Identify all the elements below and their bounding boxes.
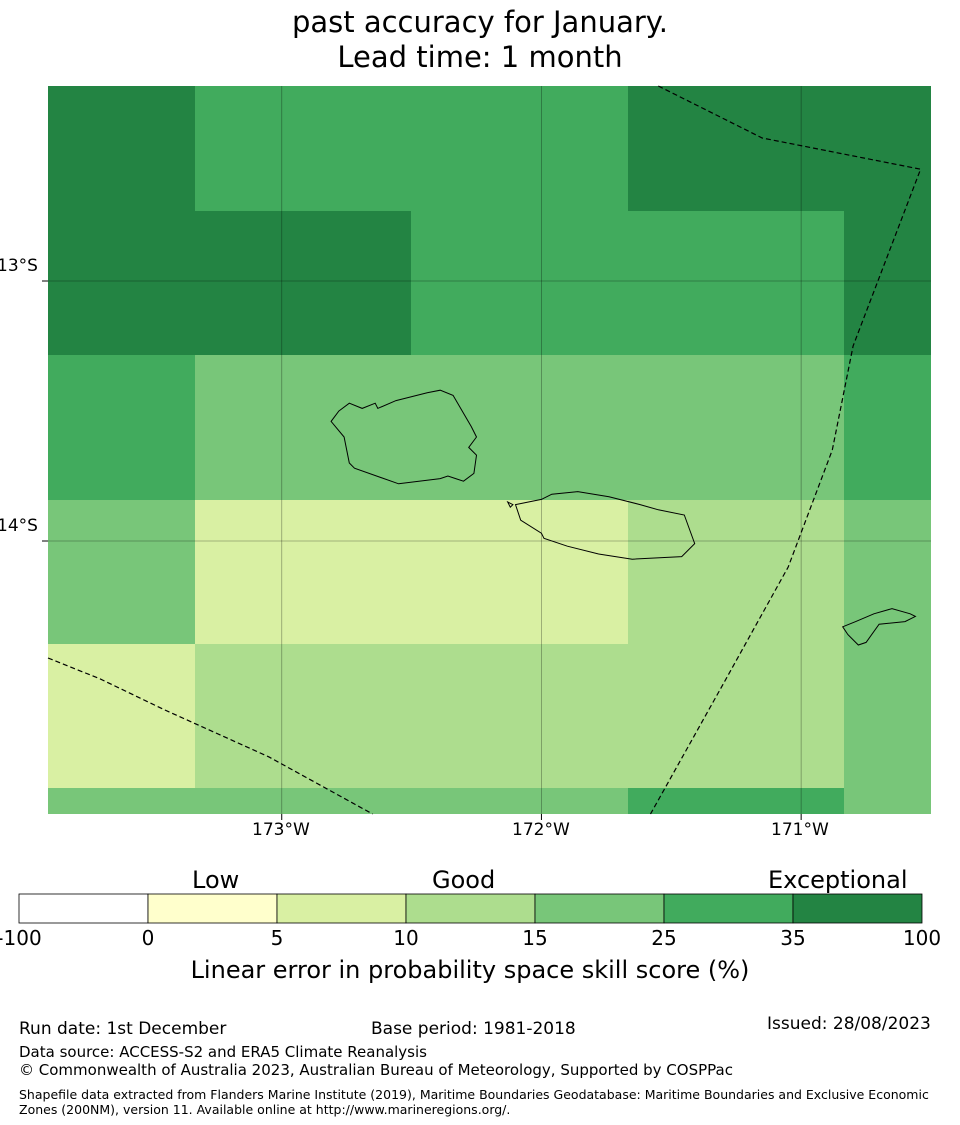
skill-cell	[195, 355, 411, 500]
colorbar-tick-label: 0	[141, 926, 155, 950]
colorbar-segment	[276, 893, 407, 924]
skill-cell	[195, 644, 411, 788]
skill-cell	[195, 788, 411, 814]
island-outline-savaii	[330, 389, 478, 485]
colorbar-segment	[405, 893, 536, 924]
colorbar-segment	[792, 893, 923, 924]
colorbar	[18, 893, 923, 924]
skill-cell	[628, 788, 844, 814]
colorbar-category-exceptional: Exceptional	[768, 866, 908, 894]
skill-cell	[195, 86, 411, 211]
skill-cell	[844, 788, 931, 814]
island-outline-tutuila	[841, 608, 917, 646]
skill-cell	[411, 211, 628, 355]
colorbar-tick-label: 10	[393, 926, 419, 950]
colorbar-segment	[534, 893, 665, 924]
skill-cell	[844, 355, 931, 500]
skill-cell	[411, 86, 628, 211]
skill-cell	[411, 355, 628, 500]
shapefile-credit: Shapefile data extracted from Flanders M…	[19, 1087, 929, 1117]
colorbar-title: Linear error in probability space skill …	[190, 956, 750, 984]
island-outline-upolu	[514, 491, 696, 560]
lon-tick-label-172w: 172°W	[512, 820, 570, 840]
skill-cell	[844, 500, 931, 644]
skill-cell	[628, 86, 844, 211]
skill-cell	[48, 788, 195, 814]
lon-tick-label-171w: 171°W	[771, 820, 829, 840]
maritime-boundary-line	[649, 85, 922, 815]
colorbar-tick-label: 100	[902, 926, 942, 950]
skill-cell	[628, 644, 844, 788]
island-outline-manono	[506, 500, 514, 509]
colorbar-tick-label: 15	[522, 926, 548, 950]
skill-cell	[195, 500, 411, 644]
skill-cell	[195, 211, 411, 355]
skill-cell	[844, 211, 931, 355]
copyright: © Commonwealth of Australia 2023, Austra…	[19, 1061, 733, 1079]
skill-cell	[411, 644, 628, 788]
map-title-line-1: past accuracy for January.	[291, 5, 669, 39]
skill-cell	[48, 644, 195, 788]
map-title-line-2: Lead time: 1 month	[337, 40, 623, 74]
skill-cell	[48, 86, 195, 211]
colorbar-tick-label: -100	[0, 926, 42, 950]
lat-tick-label-13s: 13°S	[0, 256, 38, 276]
skill-cell	[844, 644, 931, 788]
colorbar-segment	[663, 893, 794, 924]
issued-date: Issued: 28/08/2023	[767, 1014, 931, 1034]
colorbar-segment	[147, 893, 278, 924]
colorbar-tick-label: 35	[780, 926, 806, 950]
skill-cell	[628, 211, 844, 355]
skill-cell	[48, 355, 195, 500]
skill-cell	[628, 355, 844, 500]
base-period: Base period: 1981-2018	[371, 1019, 576, 1039]
colorbar-tick-label: 5	[270, 926, 284, 950]
data-source: Data source: ACCESS-S2 and ERA5 Climate …	[19, 1043, 427, 1061]
colorbar-category-good: Good	[432, 866, 496, 894]
colorbar-segment	[18, 893, 149, 924]
lon-tick-label-173w: 173°W	[252, 820, 310, 840]
skill-cell	[411, 500, 628, 644]
run-date: Run date: 1st December	[19, 1019, 227, 1039]
skill-map	[42, 85, 931, 820]
colorbar-tick-label: 25	[651, 926, 677, 950]
skill-cell	[628, 500, 844, 644]
skill-cell	[48, 211, 195, 355]
lat-tick-label-14s: 14°S	[0, 516, 38, 536]
skill-cell	[844, 86, 931, 211]
skill-cell	[411, 788, 628, 814]
colorbar-category-low: Low	[192, 866, 240, 894]
skill-cell	[48, 500, 195, 644]
maritime-boundary-line	[47, 657, 373, 815]
